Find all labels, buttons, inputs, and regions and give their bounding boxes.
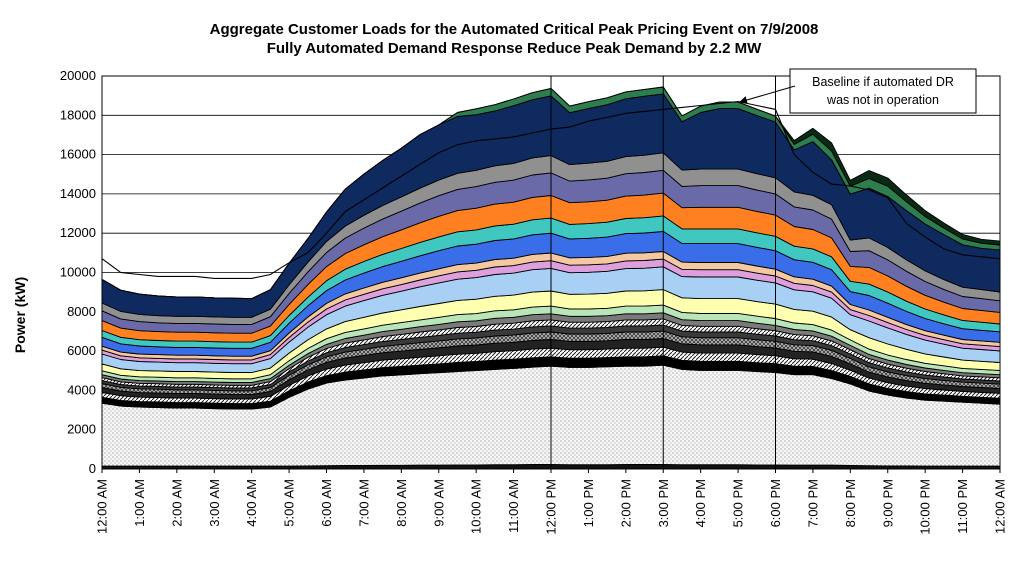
y-tick-label: 18000 — [60, 107, 96, 122]
x-tick-label: 4:00 AM — [244, 479, 259, 527]
x-tick-label: 10:00 PM — [918, 479, 933, 535]
baseline-line — [101, 100, 1001, 279]
x-tick-label: 1:00 PM — [581, 479, 596, 527]
x-tick-label: 7:00 AM — [356, 479, 371, 527]
callout-line-1: Baseline if automated DR — [812, 75, 954, 89]
x-tick-label: 12:00 PM — [544, 479, 559, 535]
x-tick-label: 2:00 AM — [169, 479, 184, 527]
x-tick-label: 12:00 AM — [993, 479, 1008, 534]
x-tick-label: 5:00 PM — [731, 479, 746, 527]
x-ticks: 12:00 AM 1:00 AM 2:00 AM 3:00 AM 4:00 AM 5:00… — [95, 469, 1008, 535]
y-tick-label: 20000 — [60, 68, 96, 83]
y-ticks: 0 2000 4000 6000 8000 10000 12000 14000 16000 180… — [60, 68, 96, 476]
x-tick-label: 1:00 AM — [132, 479, 147, 527]
x-tick-label: 8:00 PM — [843, 479, 858, 527]
x-tick-label: 9:00 PM — [880, 479, 895, 527]
x-tick-label: 6:00 PM — [768, 479, 783, 527]
y-tick-label: 2000 — [67, 422, 96, 437]
y-tick-label: 8000 — [67, 304, 96, 319]
chart-subtitle: Fully Automated Demand Response Reduce P… — [267, 40, 762, 57]
y-tick-label: 0 — [89, 461, 96, 476]
y-tick-label: 16000 — [60, 147, 96, 162]
callout-arrow — [739, 85, 796, 104]
y-tick-label: 10000 — [60, 265, 96, 280]
event-markers — [550, 76, 776, 469]
baseline-callout: Baseline if automated DR was not in oper… — [739, 68, 977, 114]
x-tick-label: 11:00 PM — [955, 479, 970, 534]
x-tick-label: 3:00 AM — [207, 479, 222, 527]
x-tick-label: 2:00 PM — [618, 479, 633, 527]
callout-line-2: was not in operation — [826, 93, 939, 107]
x-tick-label: 3:00 PM — [656, 479, 671, 527]
x-tick-label: 11:00 AM — [506, 479, 521, 533]
x-tick-label: 6:00 AM — [319, 479, 334, 527]
y-tick-label: 14000 — [60, 186, 96, 201]
x-tick-label: 9:00 AM — [431, 479, 446, 527]
y-tick-label: 12000 — [60, 225, 96, 240]
x-tick-label: 10:00 AM — [469, 479, 484, 534]
x-tick-label: 8:00 AM — [394, 479, 409, 527]
x-tick-label: 12:00 AM — [95, 479, 110, 534]
x-tick-label: 4:00 PM — [693, 479, 708, 527]
x-tick-label: 7:00 PM — [805, 479, 820, 527]
y-tick-label: 4000 — [67, 382, 96, 397]
callout-box — [789, 68, 977, 114]
area-series-22 — [101, 86, 1001, 300]
chart-title: Aggregate Customer Loads for the Automat… — [210, 21, 819, 38]
y-axis-label: Power (kW) — [12, 277, 28, 353]
x-tick-label: 5:00 AM — [282, 479, 297, 527]
y-tick-label: 6000 — [67, 343, 96, 358]
